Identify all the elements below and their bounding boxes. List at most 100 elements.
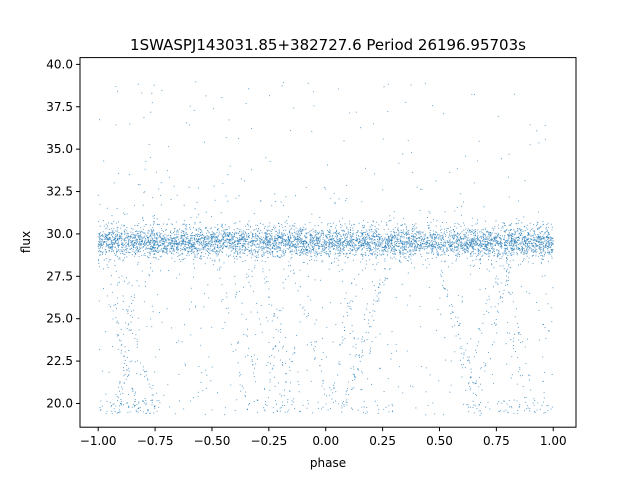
data-point [163,236,165,238]
data-point [547,260,549,262]
data-point [303,253,305,255]
data-point [465,248,467,250]
data-point [461,246,463,248]
data-point [299,238,301,241]
data-point [343,241,345,243]
data-point [264,241,266,243]
data-point [355,234,358,236]
data-point [362,233,364,235]
data-point [380,241,382,244]
data-point [181,258,183,261]
data-point [289,264,291,266]
data-point [398,234,400,236]
data-point [501,246,503,248]
data-point [251,241,253,243]
data-point [371,239,373,241]
data-point [209,257,211,259]
data-point [349,236,351,238]
data-point [120,253,122,255]
data-point [490,246,492,248]
data-point [373,253,375,255]
data-point [307,232,309,234]
data-point [217,245,219,248]
data-point [420,247,422,249]
data-point [483,252,485,254]
data-point [533,232,535,234]
data-point [300,241,303,243]
data-point [488,248,490,250]
data-point [347,243,349,245]
data-point [478,259,480,261]
data-point [182,237,184,239]
data-point [440,225,442,227]
data-point [455,240,457,242]
data-point [265,232,268,234]
data-point [351,235,353,237]
data-point [405,258,407,260]
data-point [131,233,133,236]
data-point [156,237,158,239]
data-point [156,247,158,250]
data-point [526,253,528,255]
data-point [251,242,253,244]
data-point [415,223,417,225]
data-point [475,241,477,243]
data-point [361,244,363,246]
data-point [292,236,294,238]
data-point [492,240,494,242]
data-point [494,243,496,245]
data-point [286,247,288,249]
data-point [460,241,462,243]
data-point [327,230,329,232]
data-point [261,246,263,248]
data-point [307,246,309,248]
data-point [286,238,288,240]
data-point [367,221,369,224]
data-point [246,233,248,235]
data-point [205,236,207,238]
data-point [197,249,199,251]
data-point [469,252,471,255]
data-point [390,243,393,245]
data-point [451,237,453,239]
data-point [150,251,152,253]
data-point [465,244,468,246]
data-point [544,245,546,247]
data-point [261,241,263,243]
data-point [236,240,238,242]
data-point [327,237,329,239]
data-point [309,221,311,223]
data-point [117,226,119,228]
data-point [471,229,473,231]
data-point [104,249,106,251]
data-point [309,250,311,252]
data-point [211,234,213,236]
data-point [99,254,101,256]
data-point [514,239,516,241]
data-point [311,251,313,253]
data-point [153,253,155,255]
data-point [465,241,467,243]
data-point [309,242,311,244]
data-point [547,240,549,243]
data-point [249,252,251,254]
data-point [461,253,463,255]
data-point [206,237,208,239]
data-point [122,259,124,261]
data-point [430,221,432,223]
data-point [141,230,143,232]
data-point [284,253,286,255]
data-point [394,252,396,254]
data-point [324,239,326,241]
data-point [350,248,352,250]
data-point [396,245,398,247]
data-point [388,220,390,222]
data-point [437,238,439,240]
data-point [113,238,115,240]
data-point [296,243,298,245]
data-point [396,237,398,239]
data-point [310,238,312,240]
data-point [204,238,206,240]
data-point [164,248,166,251]
data-point [485,234,487,236]
